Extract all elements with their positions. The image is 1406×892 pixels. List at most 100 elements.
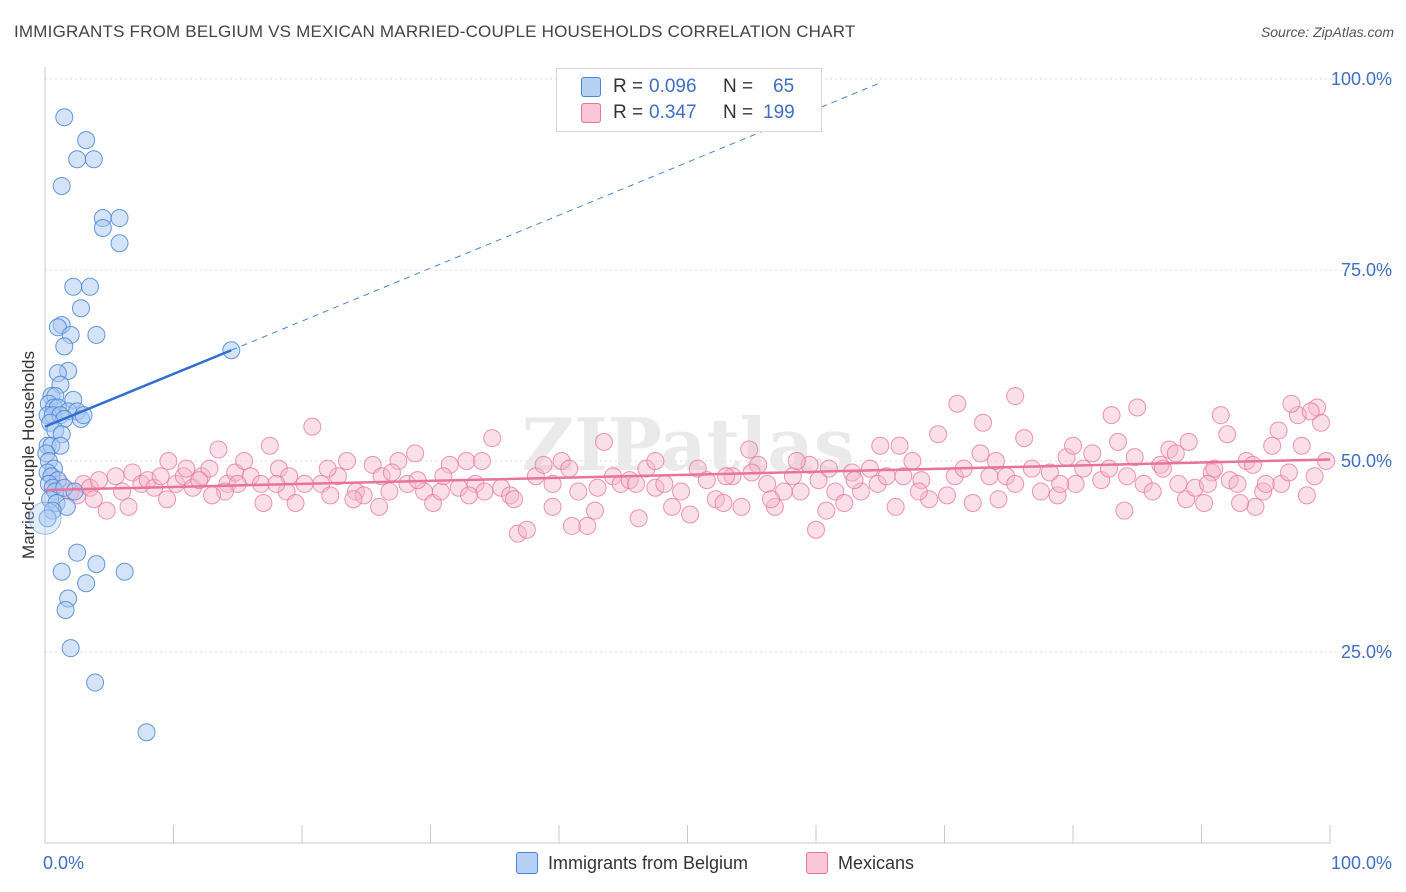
data-point-mexicans	[106, 467, 125, 486]
data-point-belgium	[87, 325, 106, 344]
data-point-mexicans	[860, 459, 879, 478]
data-point-belgium	[52, 176, 71, 195]
x-tick-label: 100.0%	[1331, 853, 1392, 873]
legend-r-value: 0.096	[649, 76, 697, 97]
data-point-mexicans	[1211, 406, 1230, 425]
data-point-mexicans	[1015, 429, 1034, 448]
data-point-belgium	[65, 482, 84, 501]
data-point-belgium	[64, 277, 83, 296]
chart-title: IMMIGRANTS FROM BELGIUM VS MEXICAN MARRI…	[14, 22, 856, 41]
data-point-mexicans	[569, 482, 588, 501]
data-point-mexicans	[1228, 474, 1247, 493]
data-point-belgium	[77, 131, 96, 150]
data-point-mexicans	[971, 444, 990, 463]
data-point-mexicans	[845, 471, 864, 490]
data-point-mexicans	[372, 467, 391, 486]
data-point-mexicans	[974, 413, 993, 432]
data-point-mexicans	[97, 501, 116, 520]
data-point-belgium	[84, 150, 103, 169]
data-point-mexicans	[1305, 467, 1324, 486]
data-point-mexicans	[646, 478, 665, 497]
data-point-mexicans	[389, 452, 408, 470]
data-point-mexicans	[286, 494, 305, 513]
data-point-mexicans	[508, 524, 527, 543]
data-point-mexicans	[585, 501, 604, 520]
data-point-mexicans	[717, 467, 736, 486]
data-point-mexicans	[203, 486, 222, 505]
data-point-mexicans	[835, 494, 854, 513]
data-point-mexicans	[627, 474, 646, 493]
data-point-mexicans	[1179, 432, 1198, 451]
data-point-mexicans	[84, 490, 103, 509]
legend-r-value: 0.347	[649, 102, 697, 123]
trendline-belgium	[44, 349, 232, 428]
source-label: Source: ZipAtlas.com	[1260, 24, 1394, 40]
data-point-mexicans	[1031, 482, 1050, 501]
legend-r-label: R =	[613, 76, 644, 97]
data-point-mexicans	[1279, 463, 1298, 482]
y-tick-label: 25.0%	[1341, 642, 1392, 662]
data-point-mexicans	[398, 474, 417, 493]
data-point-mexicans	[344, 490, 363, 509]
data-point-mexicans	[321, 486, 340, 505]
data-point-mexicans	[235, 452, 254, 470]
bottom-legend-label: Immigrants from Belgium	[548, 852, 749, 873]
data-point-mexicans	[920, 490, 939, 509]
data-point-mexicans	[1205, 459, 1224, 478]
data-point-mexicans	[1297, 486, 1316, 505]
data-point-mexicans	[1006, 474, 1025, 493]
data-point-belgium	[68, 150, 87, 169]
data-point-mexicans	[740, 440, 759, 459]
data-point-mexicans	[552, 452, 571, 470]
data-point-mexicans	[382, 463, 401, 482]
data-point-mexicans	[318, 459, 337, 478]
y-tick-label: 75.0%	[1341, 260, 1392, 280]
data-point-mexicans	[948, 394, 967, 413]
data-point-mexicans	[260, 436, 279, 455]
data-point-mexicans	[460, 486, 479, 505]
data-point-belgium	[137, 723, 156, 742]
data-point-mexicans	[732, 497, 751, 516]
data-point-mexicans	[354, 486, 373, 505]
data-point-mexicans	[1246, 497, 1265, 516]
data-point-mexicans	[1256, 474, 1275, 493]
data-point-mexicans	[894, 467, 913, 486]
data-point-mexicans	[1231, 494, 1250, 513]
data-point-belgium	[38, 509, 57, 528]
data-point-mexicans	[543, 474, 562, 493]
data-point-belgium	[87, 555, 106, 574]
legend-r-label: R =	[613, 102, 644, 123]
data-point-mexicans	[819, 459, 838, 478]
data-point-mexicans	[681, 505, 700, 524]
data-point-mexicans	[1125, 448, 1144, 467]
data-point-mexicans	[505, 490, 524, 509]
data-point-mexicans	[190, 471, 209, 490]
x-tick-label: 0.0%	[43, 853, 84, 873]
data-point-belgium	[56, 600, 75, 619]
data-point-mexicans	[113, 482, 132, 501]
data-point-mexicans	[406, 444, 425, 463]
data-point-mexicans	[1115, 501, 1134, 520]
data-point-mexicans	[1243, 455, 1262, 474]
data-point-mexicans	[986, 452, 1005, 470]
data-point-mexicans	[534, 455, 553, 474]
data-point-mexicans	[89, 471, 108, 490]
data-point-mexicans	[328, 467, 347, 486]
data-point-belgium	[115, 562, 134, 581]
data-point-mexicans	[517, 520, 536, 539]
data-point-mexicans	[543, 497, 562, 516]
data-point-mexicans	[963, 494, 982, 513]
data-point-mexicans	[1083, 444, 1102, 463]
data-point-mexicans	[370, 497, 389, 516]
data-point-mexicans	[1051, 474, 1070, 493]
data-point-belgium-cluster	[28, 501, 62, 535]
data-point-mexicans	[1064, 436, 1082, 455]
data-point-mexicans	[783, 467, 802, 486]
data-point-mexicans	[475, 482, 494, 501]
data-point-belgium	[61, 639, 80, 658]
legend-n-label: N =	[723, 76, 754, 97]
data-point-mexicans	[1169, 474, 1188, 493]
data-point-mexicans	[791, 482, 810, 501]
data-point-mexicans	[483, 429, 502, 448]
y-tick-label: 50.0%	[1341, 451, 1392, 471]
